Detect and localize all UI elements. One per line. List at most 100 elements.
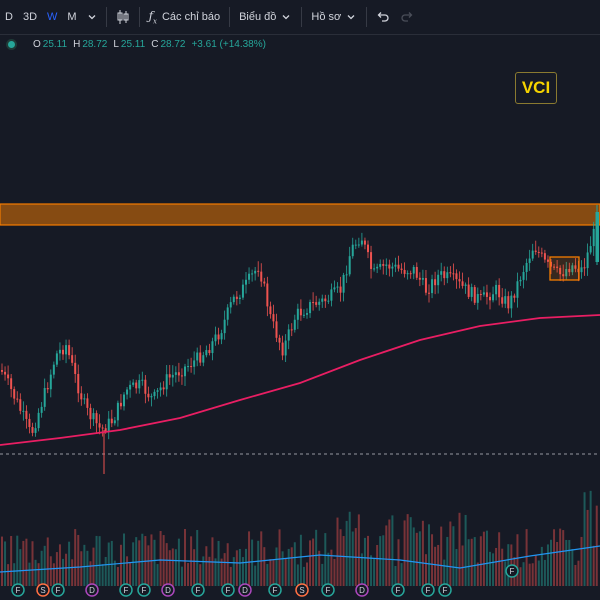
candle-body	[107, 418, 110, 432]
indicators-button[interactable]: ƒx Các chỉ báo	[144, 4, 226, 30]
candle-body	[28, 418, 31, 428]
candle-body	[333, 287, 336, 290]
chart-menu-button[interactable]: Biểu đồ	[234, 4, 297, 30]
volume-bar	[208, 556, 211, 586]
interval-w-button[interactable]: W	[47, 11, 58, 23]
candle-body	[77, 373, 80, 394]
volume-bar	[312, 538, 315, 586]
interval-d-button[interactable]: D	[5, 11, 13, 23]
volume-bar	[123, 533, 125, 586]
event-marker	[505, 564, 519, 578]
interval-dropdown-button[interactable]	[82, 4, 102, 30]
candle-body	[232, 296, 235, 303]
volume-bar	[556, 542, 559, 586]
candle-body	[473, 287, 476, 303]
volume-bar	[446, 536, 449, 586]
price-chart[interactable]: F S F D F F D F F D F S F D F F F F	[0, 56, 600, 600]
series-status-dot[interactable]	[8, 41, 15, 48]
volume-bar	[37, 563, 40, 586]
chart-type-button[interactable]	[111, 4, 135, 30]
candle-body	[418, 277, 421, 280]
redo-button[interactable]	[395, 4, 419, 30]
volume-bar	[4, 541, 7, 586]
volume-bar	[485, 530, 488, 586]
undo-button[interactable]	[371, 4, 395, 30]
volume-bar	[351, 531, 354, 586]
candle-body	[180, 375, 183, 377]
candle-body	[556, 266, 559, 268]
volume-bar	[299, 534, 302, 586]
volume-bar	[397, 539, 400, 586]
event-marker	[36, 583, 50, 597]
volume-bar	[504, 561, 507, 586]
volume-bar	[589, 490, 592, 586]
volume-bar	[238, 548, 241, 586]
candle-body	[31, 427, 34, 433]
candle-body	[202, 355, 205, 363]
volume-bar	[272, 560, 275, 586]
volume-bar	[92, 547, 95, 586]
candle-body	[141, 379, 144, 381]
volume-bar	[330, 549, 333, 586]
candle-body	[71, 355, 74, 363]
candle-body	[159, 387, 162, 391]
volume-bar	[595, 505, 598, 586]
fx-icon: ƒx	[148, 8, 157, 26]
candle-body	[119, 402, 122, 407]
volume-bar	[174, 549, 177, 586]
candle-body	[229, 302, 232, 308]
candle-body	[177, 372, 180, 376]
event-marker-label: F	[124, 586, 129, 595]
volume-bar	[367, 535, 369, 586]
volume-bar	[263, 547, 266, 586]
candle-body	[394, 264, 397, 267]
volume-bar	[440, 526, 443, 586]
candle-body	[302, 314, 305, 316]
volume-bar	[281, 551, 284, 586]
interval-3d-button[interactable]: 3D	[22, 11, 38, 23]
candle-body	[235, 296, 238, 299]
volume-bar	[495, 547, 498, 586]
candle-body	[162, 387, 165, 390]
candle-body	[354, 244, 357, 246]
candle-body	[278, 337, 281, 343]
interval-m-button[interactable]: M	[67, 11, 77, 23]
candle-body	[415, 266, 418, 278]
candle-body	[263, 281, 266, 284]
candle-body	[238, 297, 241, 299]
volume-bar	[516, 534, 519, 586]
volume-bar	[525, 529, 528, 586]
candle-body	[281, 342, 284, 356]
volume-bar	[492, 553, 495, 586]
candle-body	[223, 319, 226, 334]
candle-body	[34, 428, 37, 433]
candle-body	[254, 270, 257, 274]
volume-bar	[568, 540, 571, 586]
toolbar-divider	[138, 7, 140, 27]
volume-bar	[376, 544, 379, 586]
candle-body	[208, 350, 211, 354]
candle-body	[455, 273, 458, 280]
chart-menu-label: Biểu đồ	[239, 11, 277, 23]
volume-bar	[540, 546, 543, 586]
candle-body	[501, 297, 504, 304]
candle-body	[351, 244, 354, 257]
change-value: +3.61 (+14.38%)	[191, 39, 266, 50]
toolbar-divider	[301, 7, 303, 27]
candle-body	[342, 274, 345, 293]
profile-menu-button[interactable]: Hồ sơ	[306, 4, 362, 30]
volume-bar	[519, 567, 522, 586]
volume-bar	[348, 511, 351, 586]
candle-body	[464, 284, 467, 286]
volume-bar	[214, 558, 217, 586]
candle-body	[434, 279, 437, 286]
candle-body	[312, 302, 315, 304]
volume-bar	[406, 514, 409, 586]
candle-body	[461, 281, 464, 286]
candle-body	[382, 264, 385, 266]
candle-body	[10, 378, 13, 390]
volume-bar	[138, 540, 141, 586]
candle-body	[4, 371, 7, 375]
candle-body	[187, 366, 190, 368]
candle-body	[522, 271, 525, 280]
